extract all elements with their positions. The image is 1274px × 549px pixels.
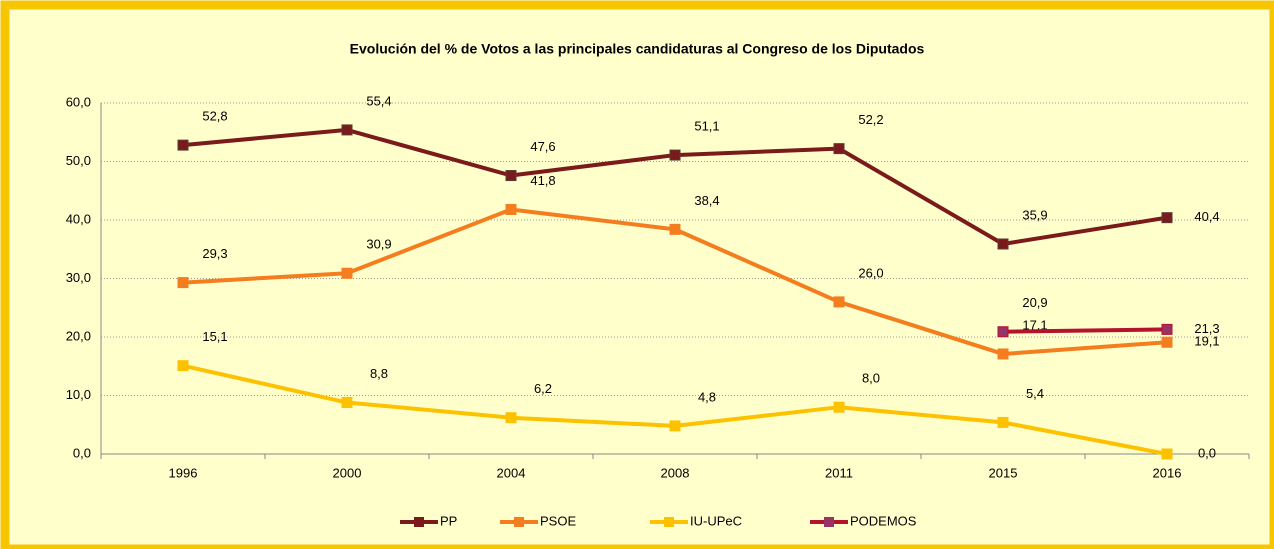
- point-marker: [997, 348, 1009, 360]
- data-label: 52,2: [858, 112, 883, 127]
- data-label: 26,0: [858, 265, 883, 280]
- y-tick-label: 60,0: [66, 94, 91, 109]
- y-tick-label: 0,0: [73, 445, 91, 460]
- x-tick-label: 2004: [497, 465, 526, 480]
- data-label: 20,9: [1022, 295, 1047, 310]
- x-tick-label: 1996: [169, 465, 198, 480]
- data-label: 0,0: [1198, 445, 1216, 460]
- y-tick-label: 50,0: [66, 153, 91, 168]
- point-marker: [833, 296, 845, 308]
- data-label: 35,9: [1022, 207, 1047, 222]
- series-line: [1002, 327, 1168, 334]
- point-marker: [833, 401, 845, 413]
- point-marker: [833, 143, 845, 155]
- point-marker: [341, 397, 353, 409]
- point-marker: [505, 412, 517, 424]
- data-label: 30,9: [366, 237, 391, 252]
- point-marker: [669, 420, 681, 432]
- legend-marker: [664, 517, 674, 527]
- data-label: 6,2: [534, 381, 552, 396]
- legend-marker: [414, 517, 424, 527]
- data-label: 47,6: [530, 139, 555, 154]
- point-marker: [177, 139, 189, 151]
- y-tick-label: 40,0: [66, 211, 91, 226]
- point-marker: [177, 277, 189, 289]
- x-tick-label: 2000: [333, 465, 362, 480]
- legend-label: PSOE: [540, 513, 576, 528]
- point-marker: [341, 267, 353, 279]
- x-tick-label: 2015: [989, 465, 1018, 480]
- data-label: 17,1: [1022, 317, 1047, 332]
- y-tick-label: 30,0: [66, 270, 91, 285]
- y-tick-label: 10,0: [66, 387, 91, 402]
- data-label: 8,8: [370, 366, 388, 381]
- data-label: 55,4: [366, 93, 391, 108]
- point-marker: [177, 360, 189, 372]
- point-marker: [669, 223, 681, 235]
- data-label: 19,1: [1194, 334, 1219, 349]
- point-marker: [341, 124, 353, 136]
- y-tick-label: 20,0: [66, 328, 91, 343]
- point-marker: [1161, 336, 1173, 348]
- x-tick-label: 2008: [661, 465, 690, 480]
- point-marker: [997, 238, 1009, 250]
- x-tick-label: 2016: [1153, 465, 1182, 480]
- legend-marker: [824, 517, 834, 527]
- data-label: 15,1: [202, 329, 227, 344]
- point-marker: [997, 326, 1009, 338]
- point-marker: [1161, 323, 1173, 335]
- data-label: 4,8: [698, 389, 716, 404]
- data-label: 41,8: [530, 173, 555, 188]
- chart-title: Evolución del % de Votos a las principal…: [350, 41, 925, 57]
- point-marker: [1161, 448, 1173, 460]
- point-marker: [997, 416, 1009, 428]
- x-tick-label: 2011: [825, 465, 853, 480]
- data-label: 52,8: [202, 109, 227, 124]
- point-marker: [1161, 212, 1173, 224]
- legend-label: PODEMOS: [850, 513, 917, 528]
- legend-marker: [514, 517, 524, 527]
- data-label: 51,1: [694, 119, 719, 134]
- point-marker: [505, 170, 517, 182]
- legend-label: PP: [440, 513, 457, 528]
- point-marker: [505, 203, 517, 215]
- data-label: 38,4: [694, 193, 719, 208]
- data-label: 29,3: [202, 246, 227, 261]
- data-label: 5,4: [1026, 386, 1044, 401]
- data-label: 21,3: [1194, 321, 1219, 336]
- point-marker: [669, 149, 681, 161]
- legend-label: IU-UPeC: [690, 513, 742, 528]
- data-label: 8,0: [862, 371, 880, 386]
- data-label: 40,4: [1194, 209, 1219, 224]
